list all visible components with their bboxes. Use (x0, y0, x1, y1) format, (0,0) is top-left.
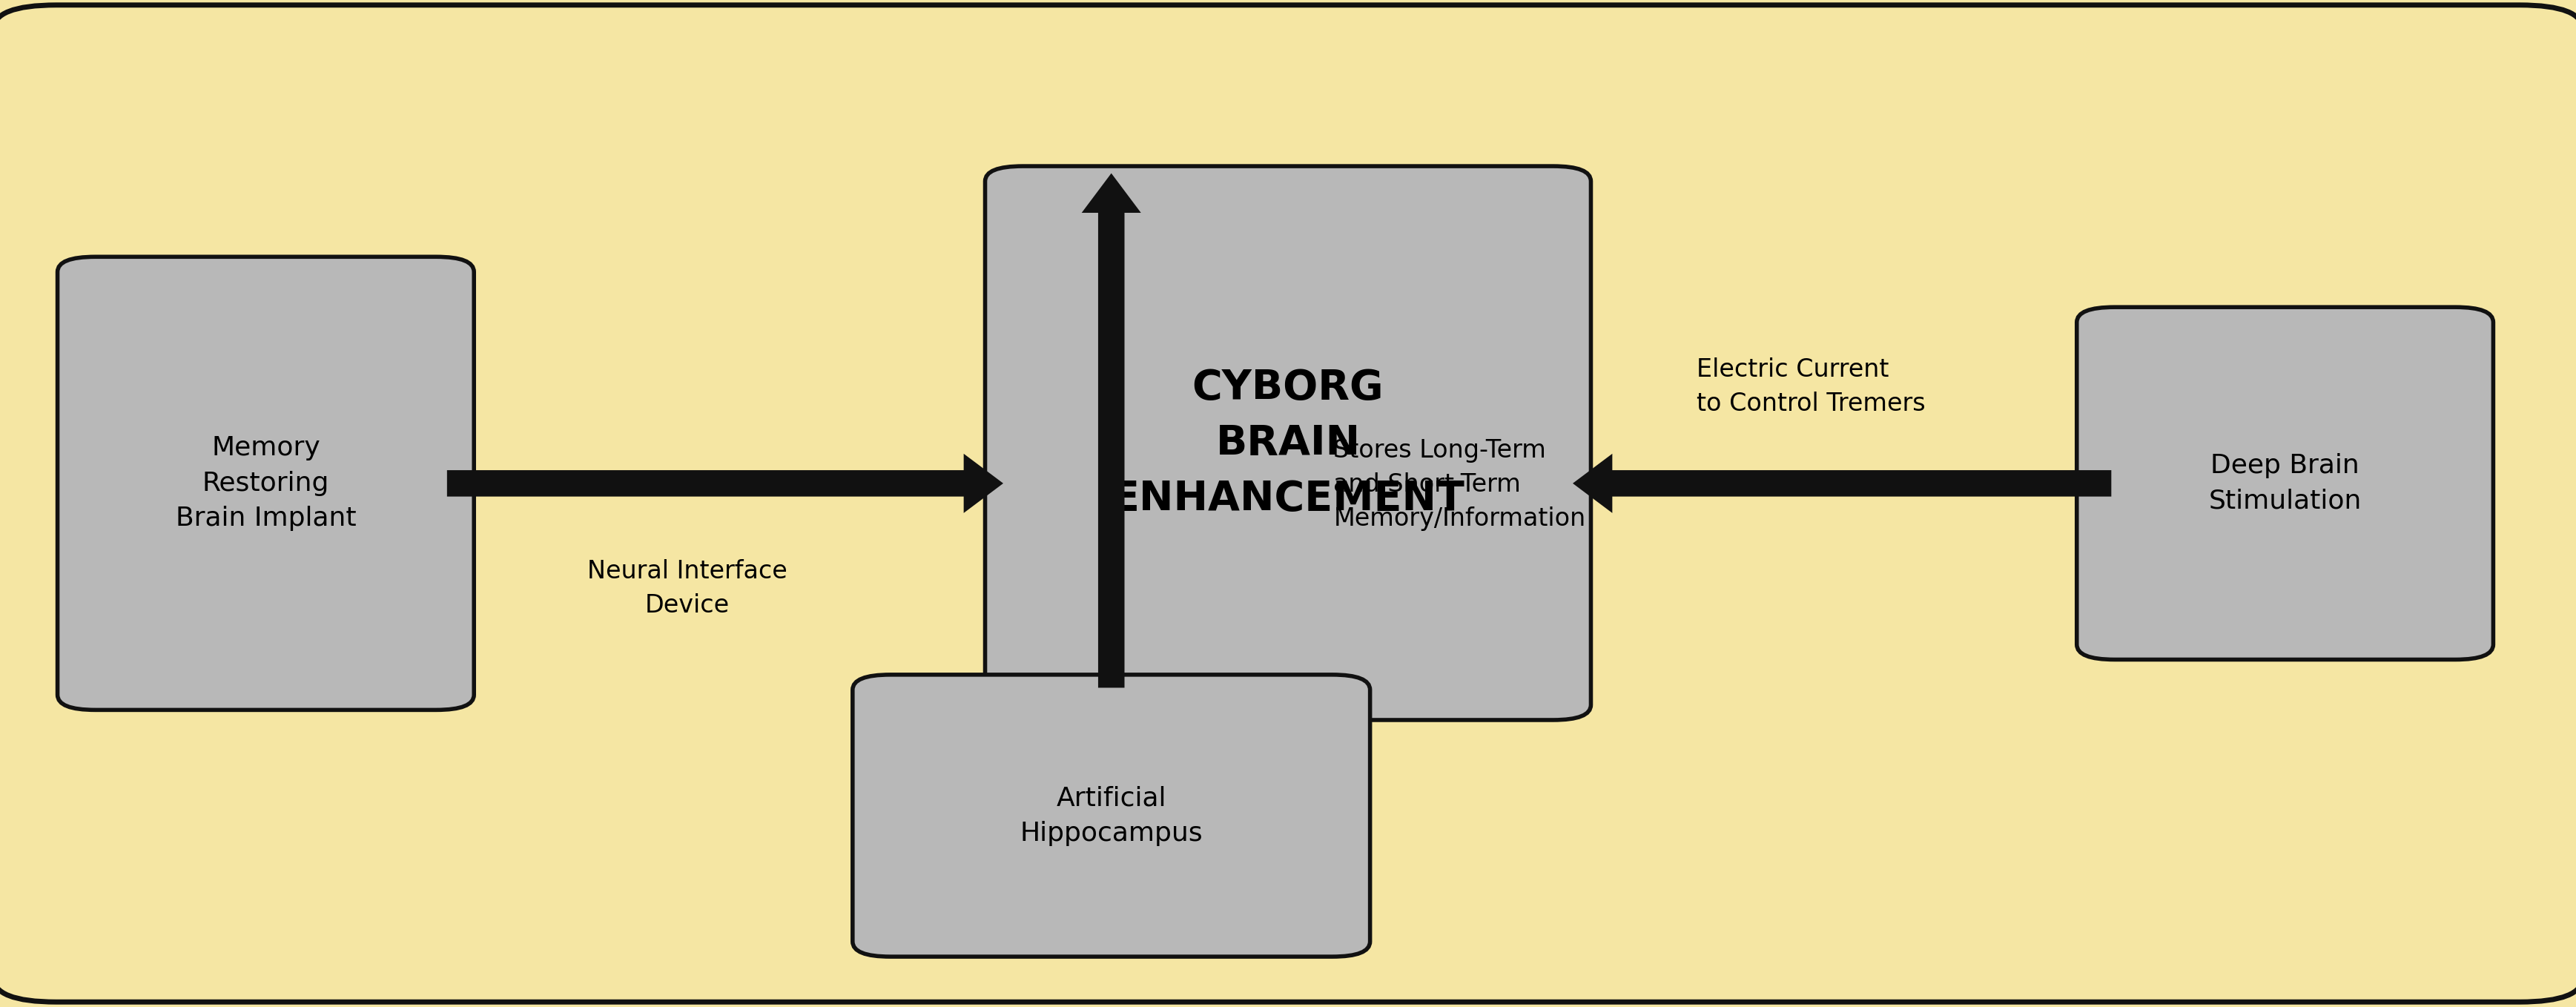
FancyBboxPatch shape (853, 675, 1370, 957)
Text: Neural Interface
Device: Neural Interface Device (587, 559, 788, 617)
Text: CYBORG
BRAIN
ENHANCEMENT: CYBORG BRAIN ENHANCEMENT (1110, 368, 1466, 519)
Text: Artificial
Hippocampus: Artificial Hippocampus (1020, 785, 1203, 846)
Text: Stores Long-Term
and Short-Term
Memory/Information: Stores Long-Term and Short-Term Memory/I… (1334, 438, 1587, 531)
Text: Electric Current
to Control Tremers: Electric Current to Control Tremers (1698, 357, 1927, 416)
FancyBboxPatch shape (984, 166, 1592, 720)
Text: Memory
Restoring
Brain Implant: Memory Restoring Brain Implant (175, 436, 355, 531)
Text: Deep Brain
Stimulation: Deep Brain Stimulation (2208, 453, 2362, 514)
FancyBboxPatch shape (57, 257, 474, 710)
FancyBboxPatch shape (2076, 307, 2494, 660)
FancyBboxPatch shape (0, 5, 2576, 1002)
